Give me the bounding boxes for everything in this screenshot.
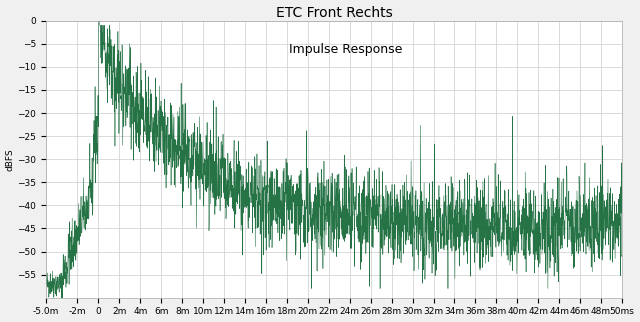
- Text: Impulse Response: Impulse Response: [289, 43, 402, 56]
- Y-axis label: dBFS: dBFS: [6, 148, 15, 171]
- Title: ETC Front Rechts: ETC Front Rechts: [276, 5, 392, 20]
